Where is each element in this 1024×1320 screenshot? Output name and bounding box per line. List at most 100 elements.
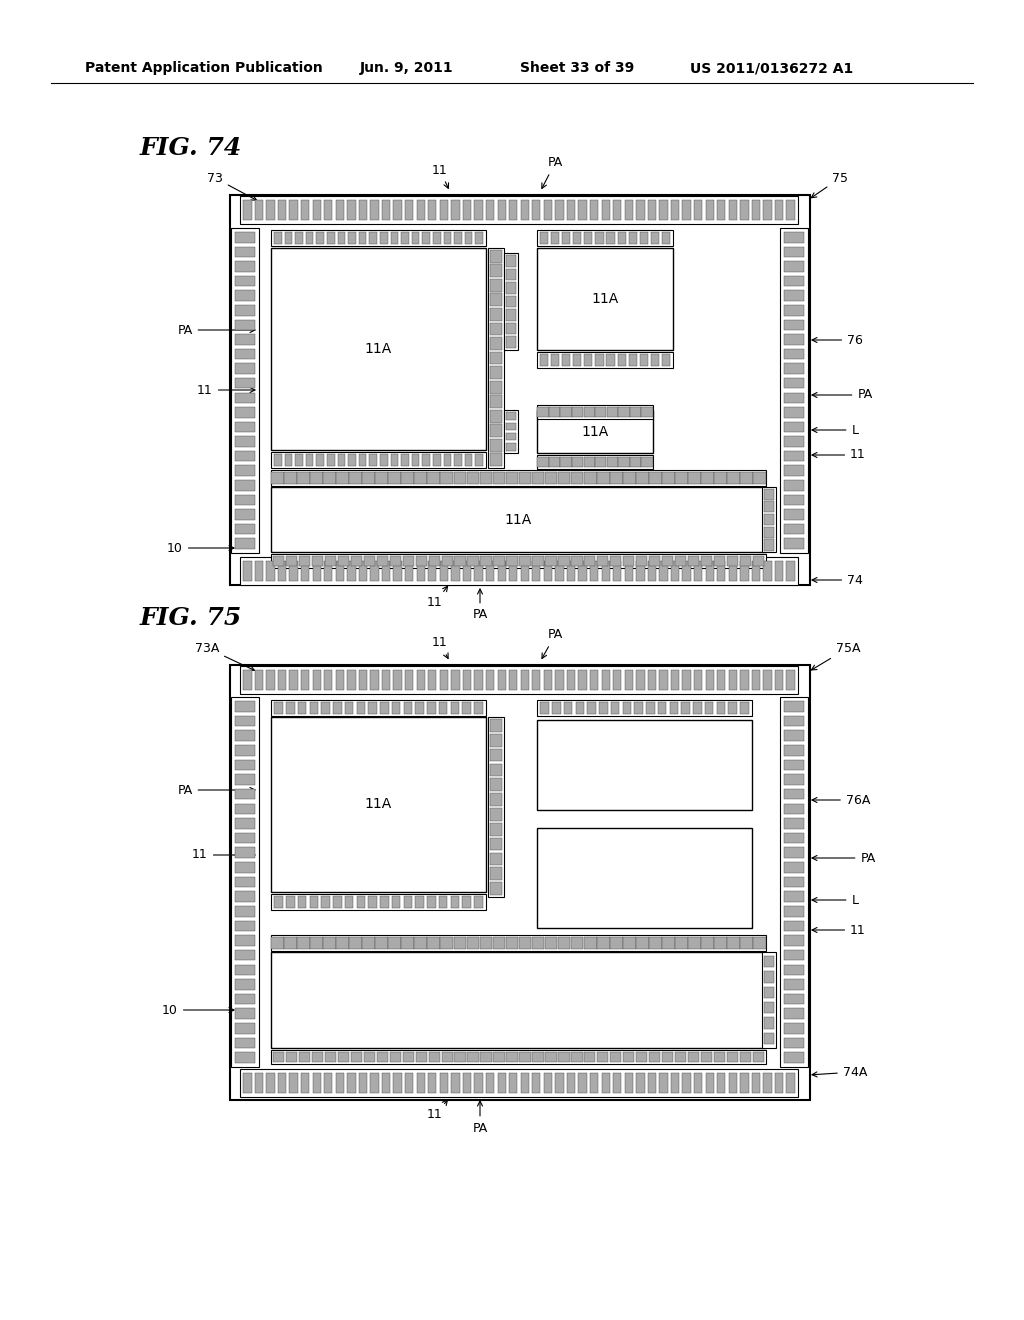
Bar [572,407,584,417]
Bar [380,896,389,908]
Bar [657,702,667,714]
Bar [764,527,774,537]
Bar [570,937,584,949]
Bar [651,232,658,244]
Bar [467,937,479,949]
Bar [545,937,557,949]
Bar [236,1008,255,1019]
Bar [537,700,752,715]
Bar [230,195,810,585]
Bar [286,896,295,908]
Bar [401,232,409,244]
Bar [784,876,804,887]
Bar [271,487,766,552]
Bar [236,232,255,243]
Bar [555,201,563,220]
Bar [443,454,452,466]
Bar [406,671,414,690]
Bar [441,1052,453,1061]
Bar [764,972,774,982]
Bar [784,1023,804,1034]
Bar [271,952,766,1048]
Bar [648,1073,656,1093]
Text: PA: PA [542,628,562,659]
Bar [358,671,368,690]
Bar [236,818,255,829]
Bar [274,896,283,908]
Bar [590,671,598,690]
Bar [551,354,559,366]
Bar [740,473,753,483]
Bar [549,457,560,467]
Bar [452,671,460,690]
Bar [295,232,303,244]
Bar [784,466,804,477]
Bar [310,937,324,949]
Bar [728,702,737,714]
Bar [412,454,420,466]
Bar [784,392,804,403]
Bar [327,232,335,244]
Bar [651,354,658,366]
Bar [555,561,563,581]
Bar [336,671,344,690]
Bar [377,556,388,566]
Bar [617,232,626,244]
Bar [706,201,714,220]
Bar [463,702,471,714]
Bar [671,1073,679,1093]
Bar [579,1073,587,1093]
Bar [518,473,531,483]
Bar [295,454,303,466]
Bar [412,232,420,244]
Bar [309,896,318,908]
Bar [388,937,401,949]
Bar [584,407,595,417]
Bar [675,937,688,949]
Bar [266,201,274,220]
Bar [784,480,804,491]
Bar [662,232,670,244]
Bar [784,994,804,1005]
Bar [618,407,630,417]
Bar [498,1073,506,1093]
Text: 11: 11 [812,449,866,462]
Bar [371,201,379,220]
Bar [780,228,808,553]
Text: Jun. 9, 2011: Jun. 9, 2011 [360,61,454,75]
Bar [236,1023,255,1034]
Text: 11A: 11A [505,512,532,527]
Bar [428,556,439,566]
Text: 11: 11 [193,849,255,862]
Bar [784,290,804,301]
Bar [325,671,333,690]
Bar [506,323,516,334]
Bar [544,671,552,690]
Bar [236,804,255,814]
Bar [236,466,255,477]
Bar [316,454,324,466]
Bar [613,561,622,581]
Bar [236,979,255,990]
Bar [659,561,668,581]
Bar [784,833,804,843]
Bar [670,702,678,714]
Bar [520,1073,529,1093]
Bar [382,671,390,690]
Bar [636,1052,647,1061]
Bar [236,495,255,506]
Bar [682,1073,691,1093]
Bar [301,1073,309,1093]
Bar [324,473,336,483]
Bar [349,473,362,483]
Bar [764,513,774,525]
Bar [240,667,798,694]
Bar [688,473,700,483]
Bar [490,734,502,747]
Bar [688,1052,699,1061]
Bar [573,232,582,244]
Bar [236,994,255,1005]
Bar [784,421,804,432]
Bar [475,454,483,466]
Text: PA: PA [472,589,487,622]
